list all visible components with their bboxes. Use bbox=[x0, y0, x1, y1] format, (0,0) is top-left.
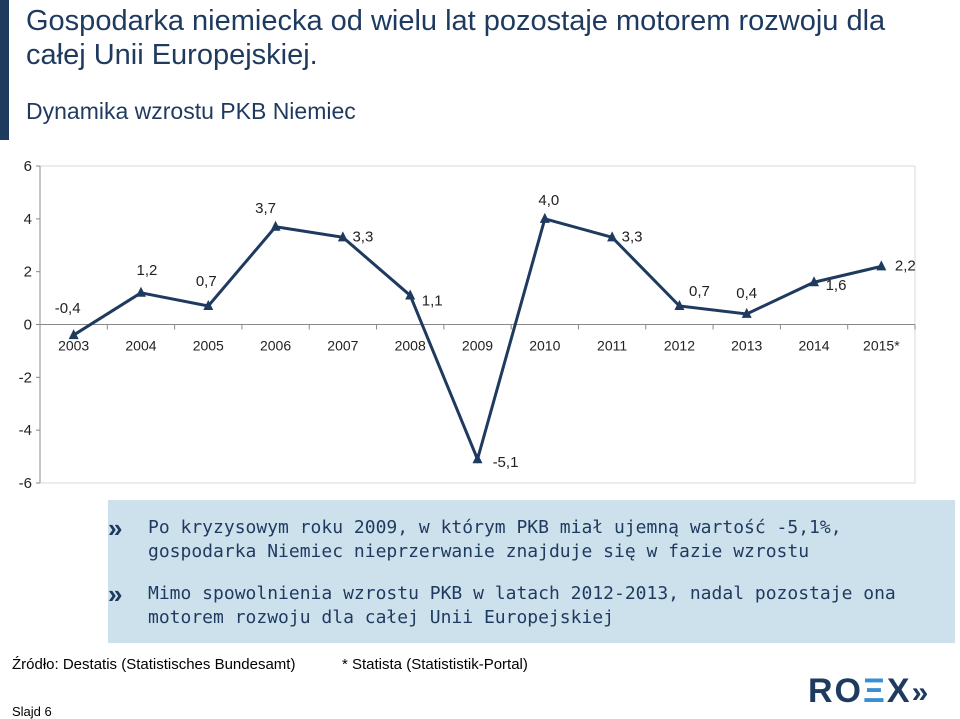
data-label: 3,3 bbox=[622, 228, 643, 245]
summary-callout: » Po kryzysowym roku 2009, w którym PKB … bbox=[108, 500, 955, 643]
data-point-marker bbox=[809, 276, 820, 287]
x-tick-label: 2006 bbox=[260, 338, 291, 354]
bullet-text-1: Po kryzysowym roku 2009, w którym PKB mi… bbox=[148, 517, 842, 562]
data-label: 2,2 bbox=[895, 257, 916, 274]
chart-title: Dynamika wzrostu PKB Niemiec bbox=[26, 98, 356, 124]
data-point-marker bbox=[68, 329, 79, 340]
y-tick-label: -6 bbox=[19, 475, 32, 492]
data-label: 1,1 bbox=[422, 292, 443, 309]
data-label: 3,7 bbox=[255, 200, 276, 217]
y-tick-label: 4 bbox=[24, 211, 32, 228]
y-tick-label: -4 bbox=[19, 422, 32, 439]
data-label: 1,2 bbox=[137, 262, 158, 279]
footnote: * Statista (Statististik-Portal) bbox=[342, 656, 528, 673]
data-label: 0,7 bbox=[196, 273, 217, 290]
data-label: 3,3 bbox=[352, 228, 373, 245]
source-note: Źródło: Destatis (Statistisches Bundesam… bbox=[12, 656, 296, 673]
data-point-marker bbox=[337, 231, 348, 242]
x-tick-label: 2014 bbox=[798, 338, 829, 354]
y-tick-label: -2 bbox=[19, 369, 32, 386]
y-tick-label: 6 bbox=[24, 158, 32, 175]
title-accent-bar bbox=[0, 0, 9, 140]
double-chevron-right-icon: » bbox=[108, 579, 123, 609]
x-tick-label: 2015* bbox=[863, 338, 900, 354]
gdp-line-chart: 6 4 2 0 -2 -4 -6 2003 2004 2005 2006 2007 2008 2009 20… bbox=[19, 158, 916, 492]
data-point-marker bbox=[270, 220, 281, 231]
data-label: 1,6 bbox=[826, 277, 847, 294]
x-tick-label: 2008 bbox=[395, 338, 426, 354]
data-point-marker bbox=[405, 289, 416, 300]
x-tick-label: 2012 bbox=[664, 338, 695, 354]
data-point-marker bbox=[741, 307, 752, 318]
data-label: 0,7 bbox=[689, 283, 710, 300]
x-tick-label: 2009 bbox=[462, 338, 493, 354]
data-point-marker bbox=[876, 260, 887, 271]
x-tick-label: 2007 bbox=[327, 338, 358, 354]
bullet-item-1: » Po kryzysowym roku 2009, w którym PKB … bbox=[108, 513, 948, 564]
data-point-marker bbox=[203, 300, 214, 311]
data-label: -5,1 bbox=[493, 454, 519, 471]
x-tick-label: 2013 bbox=[731, 338, 762, 354]
data-point-marker bbox=[472, 453, 483, 464]
x-tick-label: 2004 bbox=[125, 338, 156, 354]
x-tick-label: 2005 bbox=[193, 338, 224, 354]
plot-area: 6 4 2 0 -2 -4 -6 2003 2004 2005 2006 2007 2008 2009 20… bbox=[19, 158, 916, 492]
slide-number: Slajd 6 bbox=[12, 704, 52, 719]
x-tick-label: 2003 bbox=[58, 338, 89, 354]
x-tick-label: 2011 bbox=[597, 338, 627, 354]
x-tick-label: 2010 bbox=[529, 338, 560, 354]
company-logo: ROΞX» bbox=[808, 672, 931, 710]
data-label: 0,4 bbox=[736, 285, 757, 302]
data-label: 4,0 bbox=[538, 192, 559, 209]
data-point-marker bbox=[135, 286, 146, 297]
double-chevron-right-icon: » bbox=[108, 513, 123, 543]
y-tick-label: 2 bbox=[24, 264, 32, 281]
data-point-marker bbox=[607, 231, 618, 242]
bullet-text-2: Mimo spowolnienia wzrostu PKB w latach 2… bbox=[148, 583, 896, 628]
data-point-marker bbox=[674, 300, 685, 311]
bullet-item-2: » Mimo spowolnienia wzrostu PKB w latach… bbox=[108, 579, 948, 630]
data-label: -0,4 bbox=[55, 300, 81, 317]
slide-title: Gospodarka niemiecka od wielu lat pozost… bbox=[26, 5, 886, 71]
y-tick-label: 0 bbox=[24, 317, 32, 334]
data-point-marker bbox=[539, 212, 550, 223]
